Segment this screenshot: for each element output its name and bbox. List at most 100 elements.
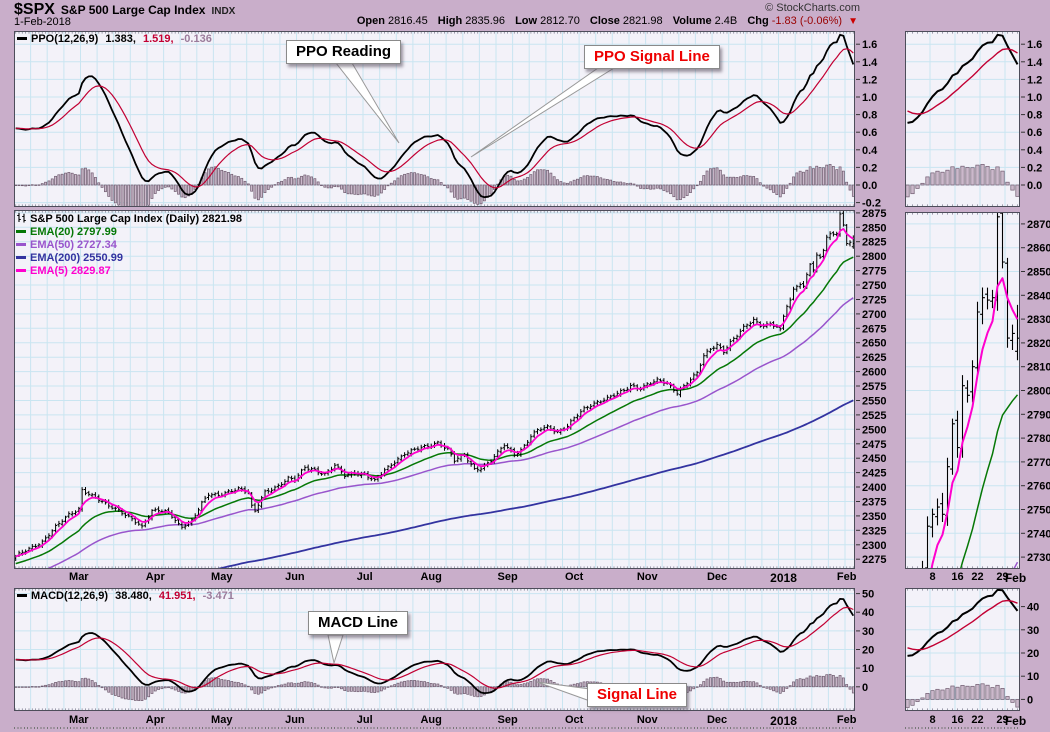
svg-text:1.6: 1.6 bbox=[862, 39, 877, 51]
annotation-macd-line: MACD Line bbox=[308, 611, 408, 635]
svg-text:1.2: 1.2 bbox=[1027, 74, 1042, 86]
svg-text:2525: 2525 bbox=[862, 410, 886, 422]
svg-text:2850: 2850 bbox=[1027, 267, 1050, 279]
x-axis-label: 2018 bbox=[770, 714, 797, 728]
quote-line: Open 2816.45 High 2835.96 Low 2812.70 Close… bbox=[357, 15, 858, 27]
svg-text:2740: 2740 bbox=[1027, 528, 1050, 540]
high-value: 2835.96 bbox=[465, 15, 506, 27]
x-axis-label: Nov bbox=[636, 714, 658, 726]
svg-text:30: 30 bbox=[1027, 625, 1039, 637]
x-axis-label: Jun bbox=[285, 714, 305, 726]
macd-legend: MACD(12,26,9) 38.480, 41.951, -3.471 bbox=[17, 590, 234, 602]
mini-price-chart: 2870 2860 2850 2840 2830 2820 2810 2800 2790 2780… bbox=[905, 212, 1050, 569]
x-axis-label: Sep bbox=[497, 714, 518, 726]
svg-text:20: 20 bbox=[862, 645, 874, 657]
svg-text:0.2: 0.2 bbox=[862, 162, 877, 174]
ema5-swatch bbox=[16, 269, 26, 272]
x-axis-price: Mar Apr May Jun Jul Aug Sep Oct Nov Dec 2018 Feb 8 16… bbox=[0, 570, 1050, 586]
ppo-signal-value: 1.519, bbox=[142, 33, 174, 45]
svg-text:2325: 2325 bbox=[862, 525, 886, 537]
svg-text:0.0: 0.0 bbox=[862, 180, 877, 192]
y-axis: 2875 2850 2825 2800 2775 2750 2725 2700 2675 2650… bbox=[856, 208, 886, 566]
svg-text:2790: 2790 bbox=[1027, 409, 1050, 421]
svg-text:2725: 2725 bbox=[862, 295, 886, 307]
macd-panel-chart: 50 40 30 20 10 0 bbox=[14, 588, 874, 711]
price-legend: S&P 500 Large Cap Index (Daily) 2821.98 … bbox=[16, 212, 242, 278]
svg-text:1.0: 1.0 bbox=[862, 92, 877, 104]
low-label: Low bbox=[515, 15, 538, 27]
svg-text:2820: 2820 bbox=[1027, 338, 1050, 350]
x-axis-label: Feb bbox=[836, 571, 857, 583]
svg-text:20: 20 bbox=[1027, 648, 1039, 660]
svg-text:2840: 2840 bbox=[1027, 290, 1050, 302]
svg-text:2350: 2350 bbox=[862, 511, 886, 523]
svg-text:30: 30 bbox=[862, 626, 874, 638]
open-label: Open bbox=[356, 15, 385, 27]
svg-text:2760: 2760 bbox=[1027, 481, 1050, 493]
low-value: 2812.70 bbox=[540, 15, 580, 27]
mini-x-axis-label: 16 bbox=[951, 714, 964, 726]
ema200-label: EMA(200) 2550.99 bbox=[30, 252, 123, 264]
svg-text:2400: 2400 bbox=[862, 482, 886, 494]
svg-text:2830: 2830 bbox=[1027, 314, 1050, 326]
svg-text:2650: 2650 bbox=[862, 338, 886, 350]
macd-line-swatch bbox=[17, 594, 27, 597]
svg-text:1.4: 1.4 bbox=[1027, 57, 1043, 69]
mini-x-axis-label: 22 bbox=[971, 714, 984, 726]
svg-text:2600: 2600 bbox=[862, 367, 886, 379]
y-axis: 1.6 1.4 1.2 1.0 0.8 0.6 0.4 0.2 0.0 bbox=[1021, 39, 1043, 192]
svg-text:2875: 2875 bbox=[862, 208, 886, 220]
ema20-swatch bbox=[16, 230, 26, 233]
svg-text:0.0: 0.0 bbox=[1027, 180, 1042, 192]
mini-x-axis-label: Feb bbox=[1004, 571, 1027, 585]
x-axis-label: Feb bbox=[836, 714, 857, 726]
svg-text:2375: 2375 bbox=[862, 497, 886, 509]
svg-text:0: 0 bbox=[862, 682, 868, 694]
y-axis: 1.6 1.4 1.2 1.0 0.8 0.6 0.4 0.2 0.0 -0.2 bbox=[856, 39, 881, 210]
x-axis-label: Aug bbox=[420, 571, 442, 583]
bottom-tick-strip-mini bbox=[905, 727, 1020, 729]
svg-text:2425: 2425 bbox=[862, 468, 886, 480]
svg-text:0.8: 0.8 bbox=[862, 110, 877, 122]
svg-text:10: 10 bbox=[862, 663, 874, 675]
ohlc-bars-icon bbox=[17, 213, 26, 223]
y-axis: 50 40 30 20 10 0 bbox=[856, 589, 874, 694]
svg-text:1.4: 1.4 bbox=[862, 57, 878, 69]
annotation-ppo-reading: PPO Reading bbox=[286, 40, 402, 64]
svg-text:1.6: 1.6 bbox=[1027, 39, 1042, 51]
mini-ppo-chart: 1.6 1.4 1.2 1.0 0.8 0.6 0.4 0.2 0.0 bbox=[905, 31, 1043, 207]
y-axis: 2870 2860 2850 2840 2830 2820 2810 2800 2790 2780… bbox=[1021, 219, 1050, 564]
copyright: © StockCharts.com bbox=[765, 2, 860, 14]
x-axis-label: Sep bbox=[497, 571, 518, 583]
svg-text:2275: 2275 bbox=[862, 554, 886, 566]
svg-text:0: 0 bbox=[1027, 694, 1033, 706]
svg-text:2825: 2825 bbox=[862, 237, 886, 249]
svg-text:2575: 2575 bbox=[862, 381, 886, 393]
x-axis-label: Oct bbox=[564, 714, 584, 726]
annotation-ppo-signal-line: PPO Signal Line bbox=[584, 45, 720, 69]
svg-text:50: 50 bbox=[862, 589, 874, 601]
ppo-legend: PPO(12,26,9) 1.383, 1.519, -0.136 bbox=[17, 33, 212, 45]
x-axis-label: Jun bbox=[285, 571, 305, 583]
svg-text:2800: 2800 bbox=[1027, 386, 1050, 398]
svg-text:2770: 2770 bbox=[1027, 457, 1050, 469]
x-axis-label: Dec bbox=[706, 714, 728, 726]
mini-x-axis-label: 8 bbox=[929, 571, 936, 583]
svg-text:2500: 2500 bbox=[862, 424, 886, 436]
x-axis-label: Nov bbox=[636, 571, 658, 583]
svg-text:2850: 2850 bbox=[862, 222, 886, 234]
svg-text:1.2: 1.2 bbox=[862, 74, 877, 86]
ppo-line-swatch bbox=[17, 37, 27, 40]
annotation-signal-line: Signal Line bbox=[587, 683, 688, 707]
volume-label: Volume bbox=[672, 15, 712, 27]
x-axis-macd: Mar Apr May Jun Jul Aug Sep Oct Nov Dec 2018 Feb 8 16… bbox=[0, 713, 1050, 729]
y-axis: 40 30 20 10 0 bbox=[1021, 602, 1039, 706]
svg-text:2810: 2810 bbox=[1027, 362, 1050, 374]
mini-x-axis-label: 29 bbox=[996, 571, 1009, 583]
svg-text:2625: 2625 bbox=[862, 352, 886, 364]
svg-text:-0.2: -0.2 bbox=[862, 198, 881, 210]
x-axis-label: 2018 bbox=[770, 571, 797, 585]
svg-text:2730: 2730 bbox=[1027, 552, 1050, 564]
ppo-panel-chart: 1.6 1.4 1.2 1.0 0.8 0.6 0.4 0.2 0.0 -0.2 bbox=[14, 31, 881, 210]
